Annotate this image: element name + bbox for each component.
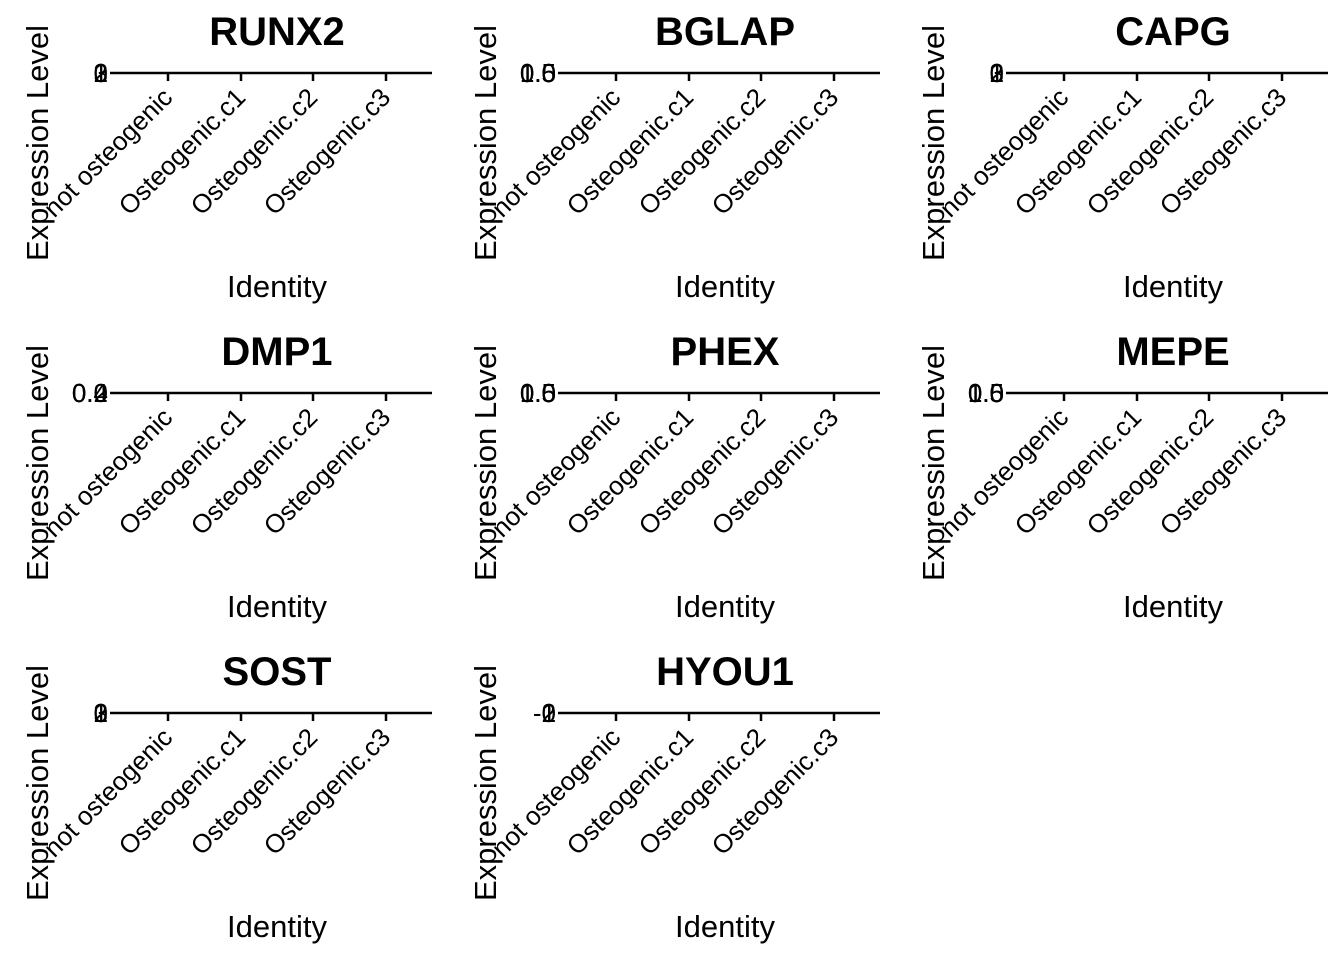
y-tick-label: -1 <box>533 698 556 728</box>
y-tick-label: 0.0 <box>520 378 556 408</box>
y-axis-label: Expression Level <box>468 665 503 901</box>
x-tick-label: not osteogenic <box>37 82 178 223</box>
y-axis-label: Expression Level <box>468 25 503 261</box>
y-tick-label: 0.0 <box>968 378 1004 408</box>
x-tick-label: Osteogenic.c2 <box>184 402 323 541</box>
y-tick-label: 1 <box>94 58 108 88</box>
y-tick-label: 1.0 <box>520 378 556 408</box>
panel-title: MEPE <box>1116 330 1229 374</box>
x-tick-label: Osteogenic.c3 <box>705 402 844 541</box>
x-tick-label: Osteogenic.c3 <box>1153 402 1292 541</box>
x-axis-label: Identity <box>1123 589 1223 624</box>
panel-title: DMP1 <box>221 330 332 374</box>
panel-title: PHEX <box>671 330 780 374</box>
panel-title: HYOU1 <box>656 650 794 694</box>
x-tick-label: Osteogenic.c3 <box>257 82 396 221</box>
x-axis-label: Identity <box>227 589 327 624</box>
x-axis-label: Identity <box>1123 269 1223 304</box>
panel-title: BGLAP <box>655 10 795 54</box>
x-tick-label: Osteogenic.c2 <box>632 82 771 221</box>
y-tick-label: 1.5 <box>520 378 556 408</box>
y-tick-label: 0 <box>94 698 108 728</box>
y-tick-label: 1.5 <box>520 58 556 88</box>
y-axis-label: Expression Level <box>468 345 503 581</box>
panel-title: CAPG <box>1115 10 1231 54</box>
y-tick-label: 1 <box>990 58 1004 88</box>
x-tick-label: Osteogenic.c1 <box>112 402 251 541</box>
x-tick-label: Osteogenic.c1 <box>112 82 251 221</box>
x-axis-label: Identity <box>675 909 775 944</box>
x-tick-label: Osteogenic.c1 <box>112 722 251 861</box>
y-axis-label: Expression Level <box>20 25 55 261</box>
y-tick-label: 3 <box>990 58 1004 88</box>
y-tick-label: 3 <box>94 698 108 728</box>
y-tick-label: 1.0 <box>520 58 556 88</box>
x-tick-label: Osteogenic.c2 <box>184 722 323 861</box>
y-tick-label: 1 <box>94 698 108 728</box>
y-tick-label: 3 <box>94 58 108 88</box>
y-tick-label: 0.5 <box>520 58 556 88</box>
x-tick-label: Osteogenic.c2 <box>184 82 323 221</box>
x-tick-label: Osteogenic.c2 <box>1080 402 1219 541</box>
x-tick-label: Osteogenic.c2 <box>1080 82 1219 221</box>
y-tick-label: 1 <box>542 698 556 728</box>
y-axis-label: Expression Level <box>916 25 951 261</box>
x-tick-label: not osteogenic <box>485 722 626 863</box>
x-tick-label: Osteogenic.c1 <box>560 722 699 861</box>
y-tick-label: 1.5 <box>968 378 1004 408</box>
x-tick-label: Osteogenic.c3 <box>257 722 396 861</box>
x-tick-label: not osteogenic <box>37 402 178 543</box>
y-tick-label: 2 <box>542 698 556 728</box>
y-tick-label: 0.5 <box>520 378 556 408</box>
y-axis-label: Expression Level <box>916 345 951 581</box>
x-tick-label: Osteogenic.c1 <box>1008 402 1147 541</box>
x-tick-label: not osteogenic <box>37 722 178 863</box>
x-axis-label: Identity <box>675 269 775 304</box>
x-tick-label: Osteogenic.c1 <box>1008 82 1147 221</box>
y-tick-label: 1.0 <box>968 378 1004 408</box>
x-tick-label: Osteogenic.c3 <box>705 722 844 861</box>
panel-title: RUNX2 <box>209 10 345 54</box>
y-tick-label: 0.4 <box>72 378 108 408</box>
y-tick-label: 0 <box>990 58 1004 88</box>
x-tick-label: not osteogenic <box>485 82 626 223</box>
y-axis-label: Expression Level <box>20 665 55 901</box>
x-tick-label: Osteogenic.c2 <box>632 402 771 541</box>
y-tick-label: 2 <box>990 58 1004 88</box>
x-tick-label: Osteogenic.c3 <box>1153 82 1292 221</box>
y-tick-label: 0.0 <box>520 58 556 88</box>
x-tick-label: not osteogenic <box>485 402 626 543</box>
y-tick-label: 0.2 <box>72 378 108 408</box>
panel-title: SOST <box>223 650 332 694</box>
x-axis-label: Identity <box>227 909 327 944</box>
y-tick-label: 2 <box>94 58 108 88</box>
x-axis-label: Identity <box>227 269 327 304</box>
x-tick-label: Osteogenic.c1 <box>560 402 699 541</box>
y-axis-label: Expression Level <box>20 345 55 581</box>
x-tick-label: not osteogenic <box>933 82 1074 223</box>
x-tick-label: Osteogenic.c3 <box>257 402 396 541</box>
x-tick-label: not osteogenic <box>933 402 1074 543</box>
y-tick-label: 0 <box>94 58 108 88</box>
x-axis-label: Identity <box>675 589 775 624</box>
y-tick-label: 0 <box>542 698 556 728</box>
x-tick-label: Osteogenic.c2 <box>632 722 771 861</box>
y-tick-label: 0.5 <box>968 378 1004 408</box>
y-tick-label: 2 <box>94 698 108 728</box>
x-tick-label: Osteogenic.c3 <box>705 82 844 221</box>
x-tick-label: Osteogenic.c1 <box>560 82 699 221</box>
y-tick-label: 0.0 <box>72 378 108 408</box>
